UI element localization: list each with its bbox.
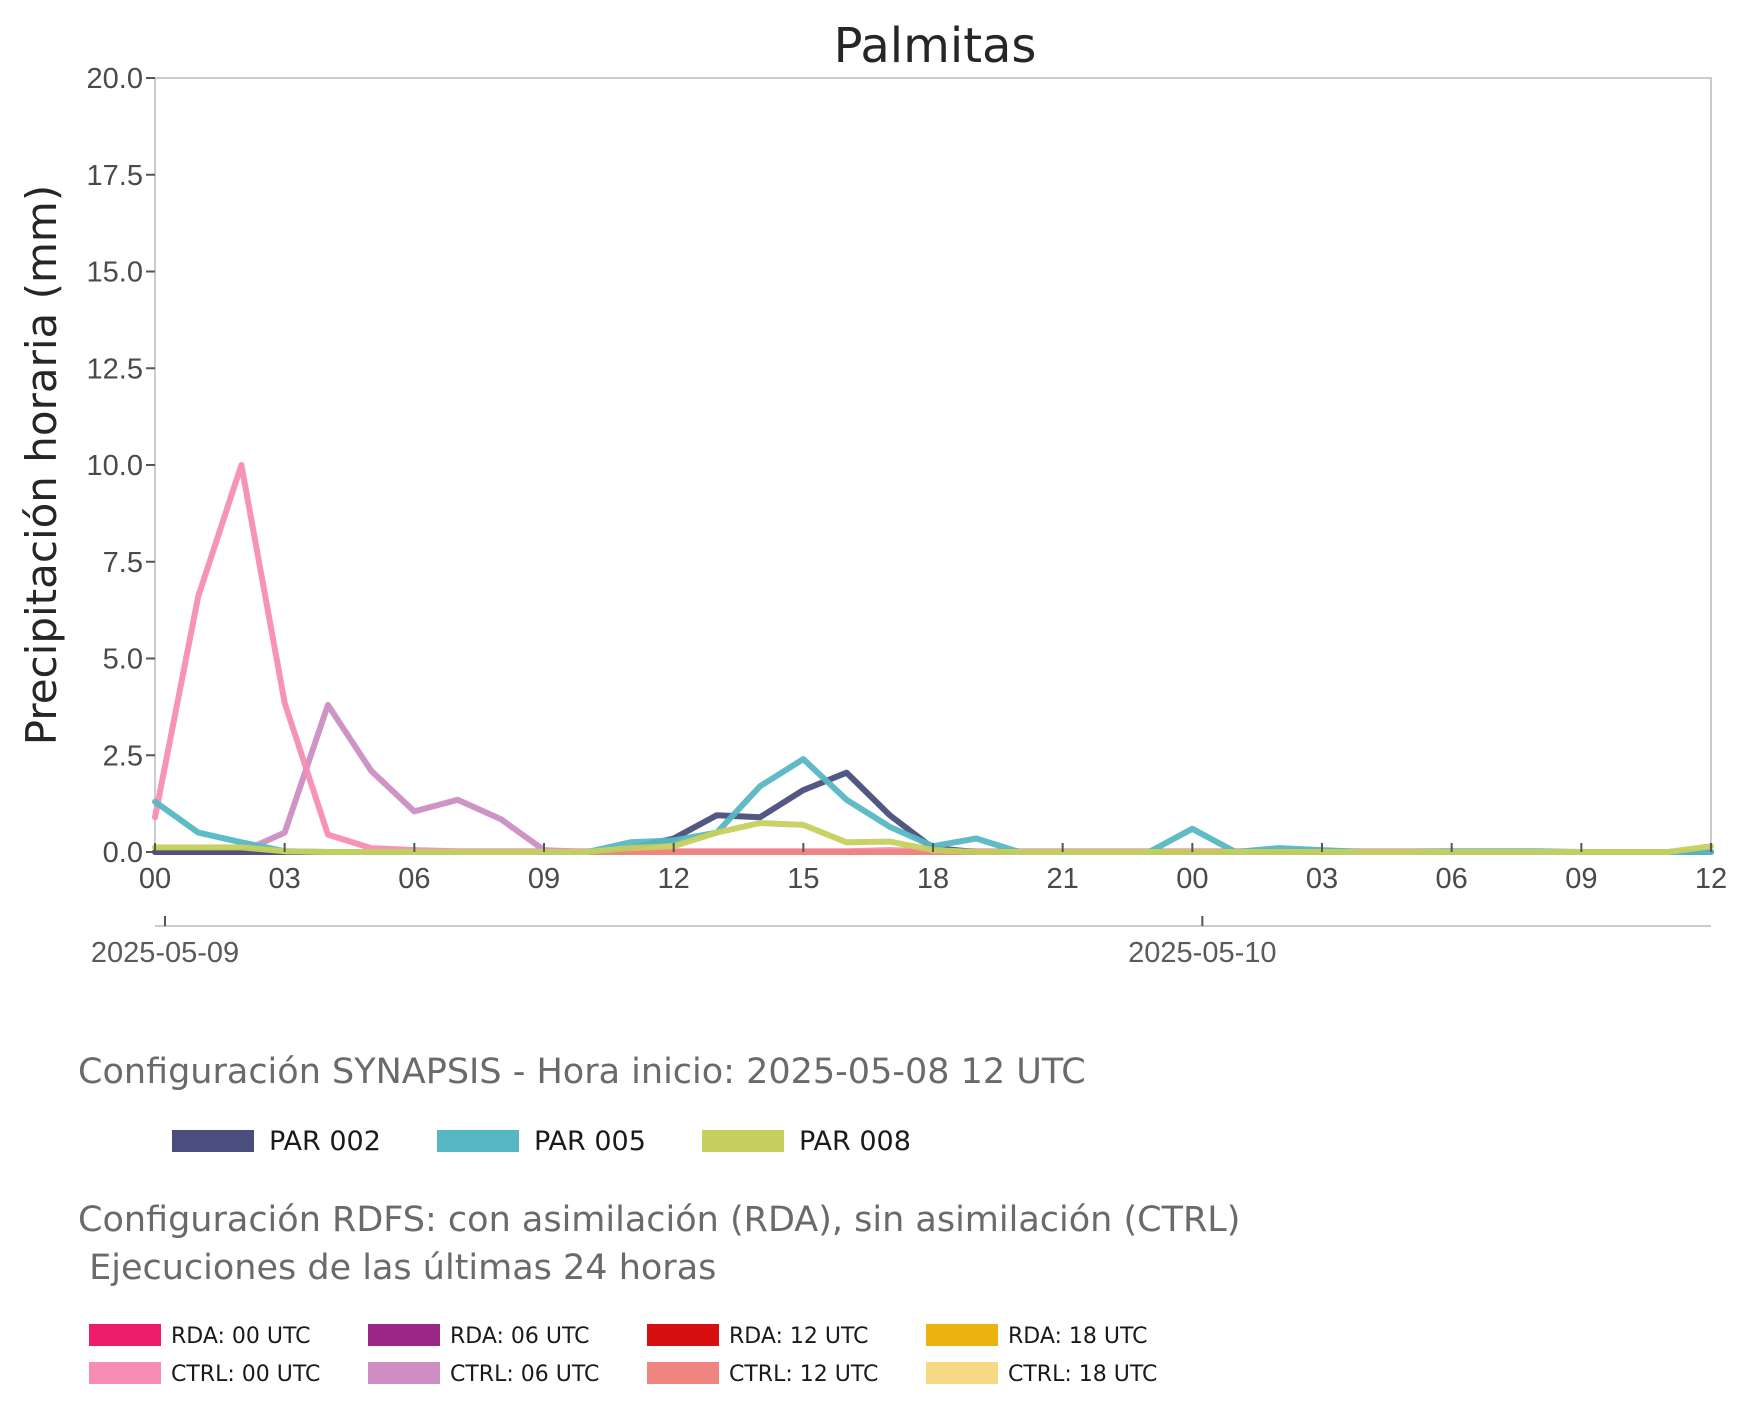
x-tick-label: 15	[787, 863, 819, 895]
legend-label: PAR 005	[534, 1126, 646, 1157]
legend-swatch	[437, 1130, 519, 1152]
plot-frame	[154, 77, 1712, 853]
legend-label: CTRL: 00 UTC	[171, 1362, 320, 1387]
y-tick-label: 10.0	[87, 450, 143, 482]
y-tick-label: 15.0	[87, 257, 143, 289]
plot-area	[154, 77, 1712, 853]
legend-label: RDA: 12 UTC	[729, 1324, 869, 1349]
legend-swatch	[647, 1362, 719, 1384]
x-tick-label: 21	[1047, 863, 1079, 895]
x-tick-label: 06	[1436, 863, 1468, 895]
legend-label: RDA: 06 UTC	[450, 1324, 590, 1349]
chart-title: Palmitas	[834, 18, 1037, 74]
y-axis-label: Precipitación horaria (mm)	[17, 185, 66, 745]
y-tick-label: 2.5	[103, 740, 143, 772]
x-tick-label: 12	[658, 863, 690, 895]
x-tick-label: 00	[139, 863, 171, 895]
x-tick-label: 03	[269, 863, 301, 895]
x-tick-label: 09	[1565, 863, 1597, 895]
x-tick-label: 18	[917, 863, 949, 895]
legend-label: CTRL: 18 UTC	[1008, 1362, 1157, 1387]
legend-swatch	[368, 1362, 440, 1384]
y-tick-label: 20.0	[87, 63, 143, 95]
x-tick-label: 06	[398, 863, 430, 895]
rdfs-legend: Configuración RDFS: con asimilación (RDA…	[78, 1200, 1240, 1387]
axis-ticks: 0.0 2.5 5.0 7.5 10.0 12.5 15.0 17.5 20.0 00 03 06 09…	[87, 63, 1728, 969]
x-tick-label: 00	[1176, 863, 1208, 895]
legend-swatch	[89, 1324, 161, 1346]
legend-swatch	[702, 1130, 784, 1152]
legend-swatch	[172, 1130, 254, 1152]
legend-label: PAR 002	[269, 1126, 381, 1157]
date-label: 2025-05-10	[1128, 937, 1276, 969]
y-tick-label: 12.5	[87, 353, 143, 385]
x-tick-label: 12	[1695, 863, 1727, 895]
legend-swatch	[368, 1324, 440, 1346]
legend-swatch	[647, 1324, 719, 1346]
legend-swatch	[926, 1362, 998, 1384]
legend-label: CTRL: 06 UTC	[450, 1362, 599, 1387]
legend-swatch	[89, 1362, 161, 1384]
date-label: 2025-05-09	[91, 937, 239, 969]
synapsis-legend-heading: Configuración SYNAPSIS - Hora inicio: 20…	[78, 1052, 1086, 1092]
x-tick-label: 03	[1306, 863, 1338, 895]
y-tick-label: 5.0	[103, 644, 143, 676]
y-tick-label: 17.5	[87, 160, 143, 192]
legend-label: RDA: 18 UTC	[1008, 1324, 1148, 1349]
rdfs-legend-heading: Configuración RDFS: con asimilación (RDA…	[78, 1200, 1240, 1240]
synapsis-legend: Configuración SYNAPSIS - Hora inicio: 20…	[78, 1052, 1086, 1157]
rdfs-legend-subheading: Ejecuciones de las últimas 24 horas	[78, 1248, 716, 1288]
y-tick-label: 7.5	[103, 547, 143, 579]
x-tick-label: 09	[528, 863, 560, 895]
y-tick-label: 0.0	[103, 837, 143, 869]
legend-label: RDA: 00 UTC	[171, 1324, 311, 1349]
legend-swatch	[926, 1324, 998, 1346]
legend-label: PAR 008	[799, 1126, 911, 1157]
legend-label: CTRL: 12 UTC	[729, 1362, 878, 1387]
